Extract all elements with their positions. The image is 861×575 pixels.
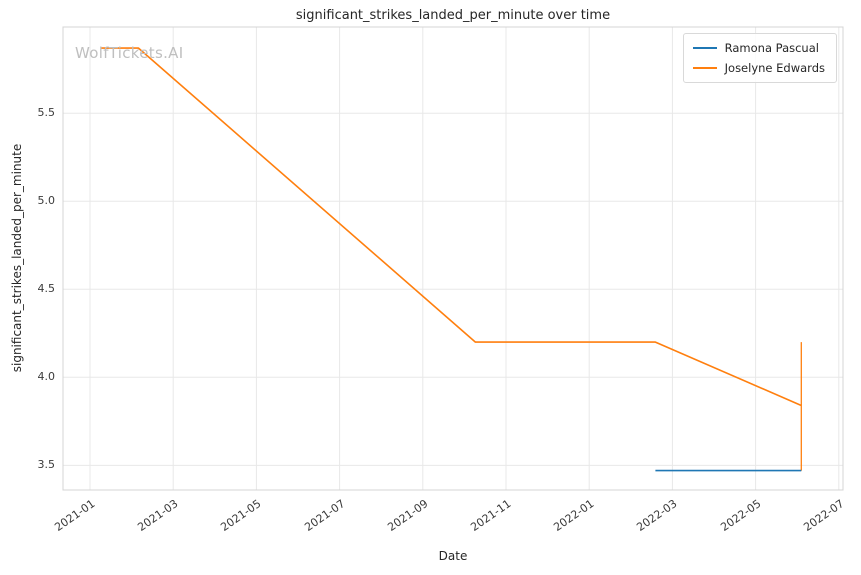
legend-label: Joselyne Edwards xyxy=(724,61,825,75)
y-tick-label: 5.5 xyxy=(37,106,56,120)
legend-line-sample-icon xyxy=(692,47,717,49)
y-tick-label: 4.0 xyxy=(37,370,56,384)
y-axis-label: significant_strikes_landed_per_minute xyxy=(10,143,24,373)
legend: Ramona Pascual Joselyne Edwards xyxy=(682,33,837,83)
legend-item-ramona-pascual: Ramona Pascual xyxy=(692,41,825,55)
axes-frame xyxy=(62,26,844,491)
legend-label: Ramona Pascual xyxy=(724,41,819,55)
chart-title: significant_strikes_landed_per_minute ov… xyxy=(295,8,611,23)
y-tick-label: 4.5 xyxy=(37,282,56,296)
series-line-joselyne-edwards xyxy=(101,47,802,407)
legend-item-joselyne-edwards: Joselyne Edwards xyxy=(692,61,825,75)
legend-line-sample-icon xyxy=(692,67,717,69)
watermark: WolfTickets.AI xyxy=(75,44,184,62)
y-tick-label: 3.5 xyxy=(37,458,56,472)
x-axis-label: Date xyxy=(438,549,468,563)
y-tick-label: 5.0 xyxy=(37,194,56,208)
